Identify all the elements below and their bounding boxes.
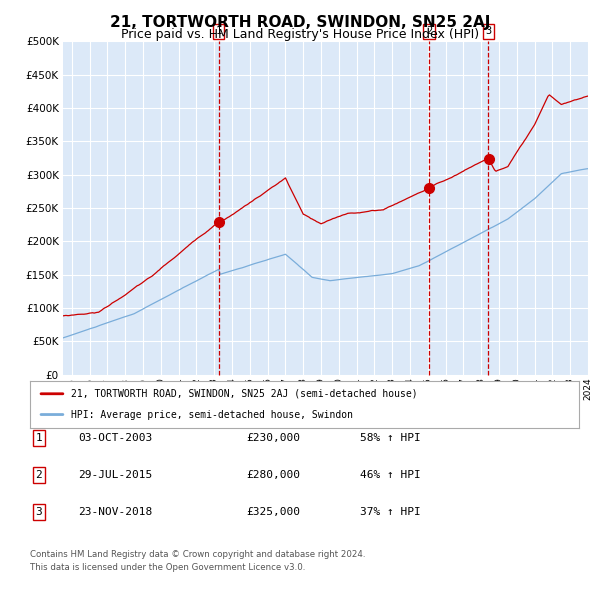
- Text: 58% ↑ HPI: 58% ↑ HPI: [360, 433, 421, 442]
- Text: 1: 1: [215, 27, 222, 37]
- Text: 23-NOV-2018: 23-NOV-2018: [78, 507, 152, 517]
- Text: 29-JUL-2015: 29-JUL-2015: [78, 470, 152, 480]
- Text: 37% ↑ HPI: 37% ↑ HPI: [360, 507, 421, 517]
- Text: Contains HM Land Registry data © Crown copyright and database right 2024.: Contains HM Land Registry data © Crown c…: [30, 550, 365, 559]
- Text: 2: 2: [35, 470, 43, 480]
- Text: Price paid vs. HM Land Registry's House Price Index (HPI): Price paid vs. HM Land Registry's House …: [121, 28, 479, 41]
- Text: 2: 2: [426, 27, 432, 37]
- Text: £280,000: £280,000: [246, 470, 300, 480]
- Text: This data is licensed under the Open Government Licence v3.0.: This data is licensed under the Open Gov…: [30, 563, 305, 572]
- Text: 21, TORTWORTH ROAD, SWINDON, SN25 2AJ (semi-detached house): 21, TORTWORTH ROAD, SWINDON, SN25 2AJ (s…: [71, 389, 418, 399]
- Text: 21, TORTWORTH ROAD, SWINDON, SN25 2AJ: 21, TORTWORTH ROAD, SWINDON, SN25 2AJ: [110, 15, 490, 30]
- Text: 3: 3: [485, 27, 491, 37]
- Text: 1: 1: [35, 433, 43, 442]
- Text: £230,000: £230,000: [246, 433, 300, 442]
- Text: 46% ↑ HPI: 46% ↑ HPI: [360, 470, 421, 480]
- Text: £325,000: £325,000: [246, 507, 300, 517]
- Text: 3: 3: [35, 507, 43, 517]
- Text: HPI: Average price, semi-detached house, Swindon: HPI: Average price, semi-detached house,…: [71, 409, 353, 419]
- Text: 03-OCT-2003: 03-OCT-2003: [78, 433, 152, 442]
